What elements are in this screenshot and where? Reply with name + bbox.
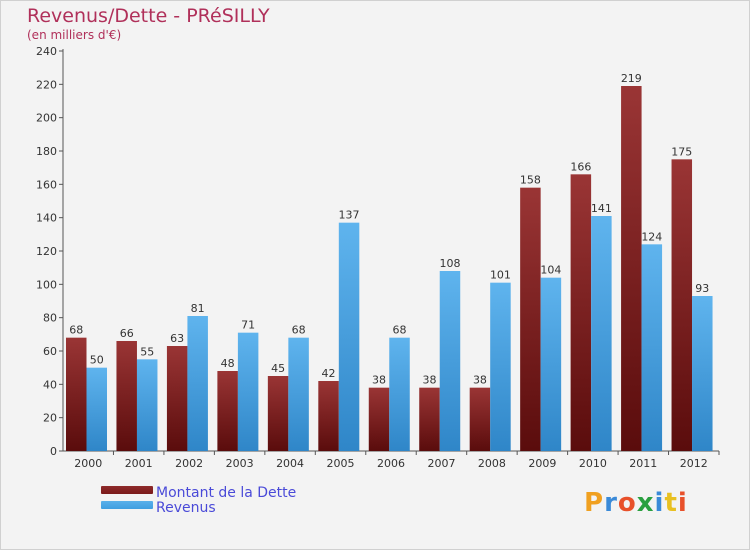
logo-letter: i <box>654 488 665 518</box>
data-label-revenus: 55 <box>140 345 154 358</box>
legend-label-revenus: Revenus <box>156 500 216 516</box>
data-label-dette: 63 <box>170 332 184 345</box>
bar-revenus <box>692 296 713 451</box>
bar-dette <box>116 341 137 451</box>
data-label-revenus: 101 <box>490 269 511 282</box>
data-label-revenus: 137 <box>339 209 360 222</box>
data-label-dette: 38 <box>422 374 436 387</box>
x-tick-label: 2010 <box>579 457 607 470</box>
y-tick-label: 180 <box>36 145 57 158</box>
data-label-dette: 66 <box>120 327 134 340</box>
data-label-dette: 158 <box>520 174 541 187</box>
bar-revenus <box>136 359 158 451</box>
bar-dette <box>671 159 693 452</box>
bar-revenus <box>591 216 612 451</box>
bar-dette <box>166 346 188 451</box>
x-tick-label: 2009 <box>528 457 556 470</box>
data-label-dette: 175 <box>671 145 692 158</box>
y-tick-label: 60 <box>43 345 57 358</box>
x-tick-label: 2000 <box>74 457 102 470</box>
logo-letter: x <box>636 488 655 518</box>
data-label-revenus: 68 <box>393 324 407 337</box>
data-label-revenus: 50 <box>90 354 104 367</box>
y-tick-label: 100 <box>36 278 57 291</box>
bar-revenus <box>338 222 360 451</box>
bar-dette <box>520 187 541 451</box>
chart-title: Revenus/Dette - PRéSILLY <box>27 5 270 27</box>
data-label-revenus: 141 <box>591 202 612 215</box>
bar-revenus <box>540 277 562 451</box>
x-tick-label: 2004 <box>276 457 304 470</box>
bar-dette <box>621 86 642 451</box>
data-label-dette: 45 <box>271 362 285 375</box>
data-label-dette: 42 <box>322 367 336 380</box>
y-tick-label: 40 <box>43 378 57 391</box>
bar-dette <box>66 337 87 451</box>
y-tick-label: 160 <box>36 178 57 191</box>
bar-revenus <box>288 337 309 451</box>
x-tick-label: 2005 <box>327 457 355 470</box>
x-tick-label: 2006 <box>377 457 405 470</box>
bar-revenus <box>187 316 208 451</box>
x-tick-label: 2008 <box>478 457 506 470</box>
y-tick-label: 140 <box>36 212 57 225</box>
data-label-dette: 166 <box>570 160 591 173</box>
bar-dette <box>318 381 339 451</box>
x-tick-label: 2007 <box>427 457 455 470</box>
data-label-dette: 38 <box>372 374 386 387</box>
bar-revenus <box>237 332 259 451</box>
bar-dette <box>368 387 390 451</box>
x-tick-label: 2012 <box>680 457 708 470</box>
data-label-revenus: 81 <box>191 302 205 315</box>
x-tick-label: 2011 <box>629 457 657 470</box>
y-tick-label: 120 <box>36 245 57 258</box>
y-tick-label: 0 <box>50 445 57 458</box>
y-tick-label: 200 <box>36 112 57 125</box>
proxiti-logo: Proxiti <box>584 488 688 518</box>
bar-revenus <box>439 271 461 451</box>
bar-revenus <box>86 367 107 451</box>
logo-letter: t <box>664 488 678 518</box>
data-label-revenus: 108 <box>439 257 460 270</box>
x-tick-label: 2003 <box>226 457 254 470</box>
bar-dette <box>419 387 440 451</box>
data-label-revenus: 104 <box>540 264 561 277</box>
y-tick-label: 20 <box>43 412 57 425</box>
data-label-revenus: 68 <box>292 324 306 337</box>
bar-dette <box>469 387 491 451</box>
bar-dette <box>267 376 289 451</box>
logo-letter: r <box>604 488 618 518</box>
bar-dette <box>217 371 238 451</box>
legend-label-dette: Montant de la Dette <box>156 485 297 501</box>
y-tick-label: 240 <box>36 45 57 58</box>
logo-letter: o <box>617 488 637 518</box>
bar-revenus <box>389 337 410 451</box>
x-tick-label: 2002 <box>175 457 203 470</box>
chart-subtitle: (en milliers d'€) <box>27 28 122 42</box>
bar-revenus <box>641 244 663 451</box>
x-tick-label: 2001 <box>125 457 153 470</box>
bar-dette <box>570 174 592 452</box>
data-label-revenus: 124 <box>641 230 662 243</box>
y-tick-label: 220 <box>36 78 57 91</box>
legend-swatch-revenus <box>101 501 153 509</box>
y-tick-label: 80 <box>43 312 57 325</box>
logo-letter: P <box>584 488 605 518</box>
data-label-dette: 48 <box>221 357 235 370</box>
data-label-dette: 68 <box>69 324 83 337</box>
data-label-dette: 219 <box>621 72 642 85</box>
data-label-dette: 38 <box>473 374 487 387</box>
logo-letter: i <box>677 488 688 518</box>
data-label-revenus: 93 <box>695 282 709 295</box>
legend-swatch-dette <box>101 486 153 494</box>
bar-revenus <box>490 282 511 451</box>
data-label-revenus: 71 <box>241 319 255 332</box>
